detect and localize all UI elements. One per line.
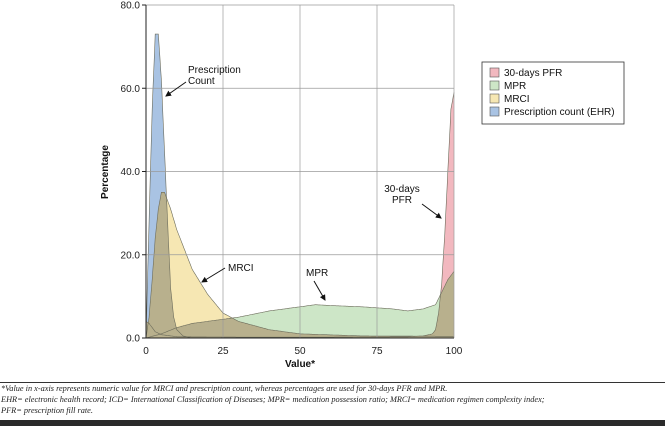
chart: 0.0 20.0 40.0 60.0 80.0 0 25 50 75 100 Value* Per… [100, 1, 625, 370]
x-tick-label: 25 [217, 346, 229, 357]
x-tick-label: 100 [446, 346, 463, 357]
x-tick-label: 50 [294, 346, 306, 357]
x-tick-label: 0 [143, 346, 149, 357]
y-tick-label: 40.0 [121, 167, 141, 178]
footnote-line-3: PFR= prescription fill rate. [1, 406, 93, 415]
annotation-arrow [421, 203, 442, 219]
y-tick-label: 0.0 [126, 334, 140, 345]
legend-swatch [489, 93, 500, 104]
legend-label: 30-days PFR [504, 68, 562, 79]
annotation-label: Prescription Count [188, 65, 241, 87]
annotation-label: 30-days PFR [384, 184, 420, 206]
legend-label: Prescription count (EHR) [504, 107, 615, 118]
x-tick-label: 75 [371, 346, 383, 357]
footnote-line-2: EHR= electronic health record; ICD= Inte… [1, 395, 545, 404]
annotations: Prescription Count MRCI MPR 30-days PFR [165, 65, 442, 301]
legend-label: MRCI [504, 94, 530, 105]
annotation-label: MRCI [228, 263, 254, 274]
legend-box [481, 61, 625, 125]
bottom-bar [0, 420, 665, 426]
tick-labels: 0.0 20.0 40.0 60.0 80.0 0 25 50 75 100 [121, 1, 463, 358]
footnote: *Value in x-axis represents numeric valu… [0, 382, 665, 416]
legend: 30-days PFR MPR MRCI Prescription count (EH… [481, 61, 625, 125]
annotation-arrow [201, 267, 226, 283]
annotation-arrow [165, 81, 187, 97]
legend-swatch [489, 67, 500, 78]
y-tick-label: 80.0 [121, 1, 141, 12]
legend-swatch [489, 106, 500, 117]
area-mrci [146, 192, 454, 338]
legend-swatch [489, 80, 500, 91]
annotation-label: MPR [306, 268, 328, 279]
y-tick-label: 60.0 [121, 84, 141, 95]
legend-label: MPR [504, 81, 526, 92]
y-tick-label: 20.0 [121, 250, 141, 261]
footnote-line-1: *Value in x-axis represents numeric valu… [1, 384, 448, 393]
x-axis-title: Value* [285, 359, 315, 370]
y-axis-title: Percentage [100, 145, 111, 199]
annotation-arrow [313, 280, 326, 301]
